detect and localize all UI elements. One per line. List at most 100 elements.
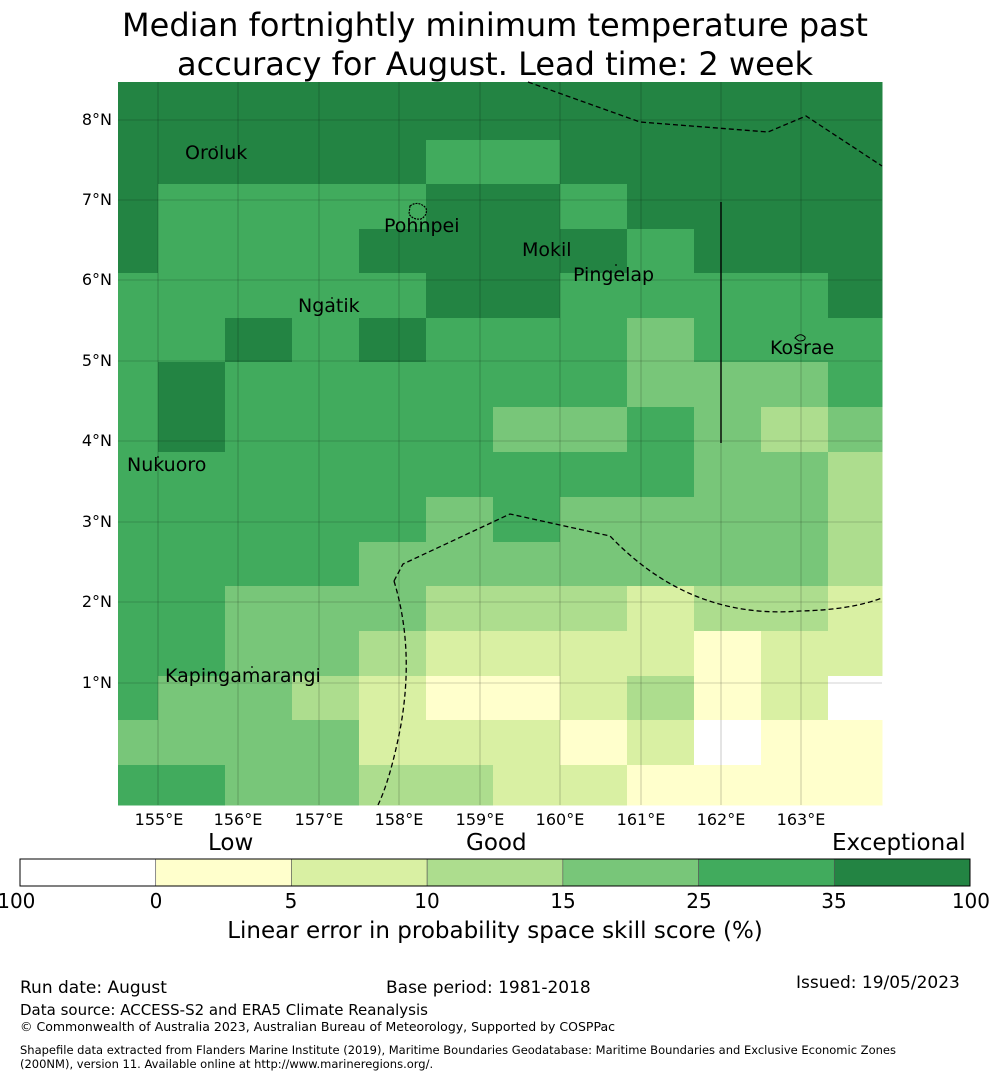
grid-cell <box>560 765 628 806</box>
grid-cell <box>225 229 293 274</box>
grid-cell <box>225 407 293 453</box>
grid-cell <box>493 318 561 363</box>
place-label-kapingamarangi: Kapingamarangi <box>165 665 321 687</box>
grid-cell <box>828 631 883 677</box>
grid-cell <box>761 631 829 677</box>
colorbar-segment <box>291 858 428 887</box>
grid-cell <box>761 542 829 587</box>
grid-cell <box>158 631 226 677</box>
grid-cell <box>694 362 762 408</box>
place-label-nukuoro: Nukuoro <box>127 454 207 476</box>
grid-cell <box>493 184 561 230</box>
grid-cell <box>761 407 829 453</box>
grid-cell <box>292 318 360 363</box>
colorbar <box>19 858 971 887</box>
grid-cell <box>493 765 561 806</box>
colorbar-tick-35: 35 <box>821 889 847 913</box>
grid-cell <box>627 586 695 632</box>
graticule <box>118 82 882 805</box>
colorbar-segment <box>562 858 699 887</box>
lat-label-6n: 6°N <box>81 270 112 289</box>
grid-cell <box>426 140 494 185</box>
grid-cell <box>292 720 360 766</box>
grid-cell <box>118 452 159 498</box>
lat-label-1n: 1°N <box>81 673 112 692</box>
grid-cell <box>426 452 494 498</box>
eez-boundary-south-arc <box>377 580 407 806</box>
lon-label-162e: 162°E <box>696 810 746 829</box>
grid-cell <box>118 407 159 453</box>
lat-label-4n: 4°N <box>81 431 112 450</box>
grid-cell <box>118 184 159 230</box>
grid-cell <box>292 273 360 319</box>
grid-cell <box>828 273 883 319</box>
grid-cell <box>359 318 427 363</box>
grid-cell <box>694 318 762 363</box>
grid-cell <box>627 631 695 677</box>
grid-cell <box>560 676 628 721</box>
grid-cell <box>118 229 159 274</box>
grid-cell <box>158 765 226 806</box>
grid-cell <box>761 184 829 230</box>
grid-cell <box>359 82 427 141</box>
grid-cell <box>627 140 695 185</box>
grid-cell <box>694 407 762 453</box>
grid-cell <box>118 318 159 363</box>
grid-cell <box>359 631 427 677</box>
grid-cell <box>292 82 360 141</box>
grid-cell <box>426 184 494 230</box>
grid-cell <box>225 586 293 632</box>
grid-cell <box>158 676 226 721</box>
grid-cell <box>292 631 360 677</box>
grid-cell <box>761 273 829 319</box>
grid-cell <box>292 676 360 721</box>
grid-cell <box>761 82 829 141</box>
grid-cell <box>493 720 561 766</box>
grid-cell <box>158 497 226 543</box>
lat-label-2n: 2°N <box>81 592 112 611</box>
eez-boundaries <box>377 81 883 806</box>
colorbar-tick-minus100: -100 <box>0 889 36 913</box>
grid-cell <box>627 765 695 806</box>
grid-cells <box>118 82 883 806</box>
grid-cell <box>225 140 293 185</box>
grid-cell <box>426 362 494 408</box>
grid-cell <box>761 318 829 363</box>
grid-cell <box>225 720 293 766</box>
grid-cell <box>627 318 695 363</box>
grid-cell <box>158 273 226 319</box>
grid-cell <box>158 452 226 498</box>
grid-cell <box>118 720 159 766</box>
grid-cell <box>493 140 561 185</box>
grid-cell <box>359 497 427 543</box>
grid-cell <box>694 140 762 185</box>
grid-cell <box>560 82 628 141</box>
grid-cell <box>426 720 494 766</box>
grid-cell <box>828 452 883 498</box>
lon-label-160e: 160°E <box>535 810 585 829</box>
grid-cell <box>627 676 695 721</box>
grid-cell <box>118 82 159 141</box>
place-label-mokil: Mokil <box>522 239 572 261</box>
base-period: Base period: 1981-2018 <box>386 978 591 998</box>
grid-cell <box>828 676 883 721</box>
grid-cell <box>627 542 695 587</box>
issued-date: Issued: 19/05/2023 <box>796 973 960 993</box>
grid-cell <box>359 184 427 230</box>
lon-label-155e: 155°E <box>134 810 184 829</box>
lon-label-157e: 157°E <box>294 810 344 829</box>
grid-cell <box>225 542 293 587</box>
category-good: Good <box>466 830 527 856</box>
grid-cell <box>225 273 293 319</box>
grid-cell <box>426 229 494 274</box>
grid-cell <box>493 542 561 587</box>
grid-cell <box>426 631 494 677</box>
colorbar-tick-100: 100 <box>951 889 990 913</box>
grid-cell <box>225 497 293 543</box>
grid-cell <box>627 452 695 498</box>
lat-label-3n: 3°N <box>81 512 112 531</box>
grid-cell <box>694 184 762 230</box>
grid-cell <box>560 273 628 319</box>
colorbar-segment <box>833 858 971 887</box>
grid-cell <box>158 720 226 766</box>
